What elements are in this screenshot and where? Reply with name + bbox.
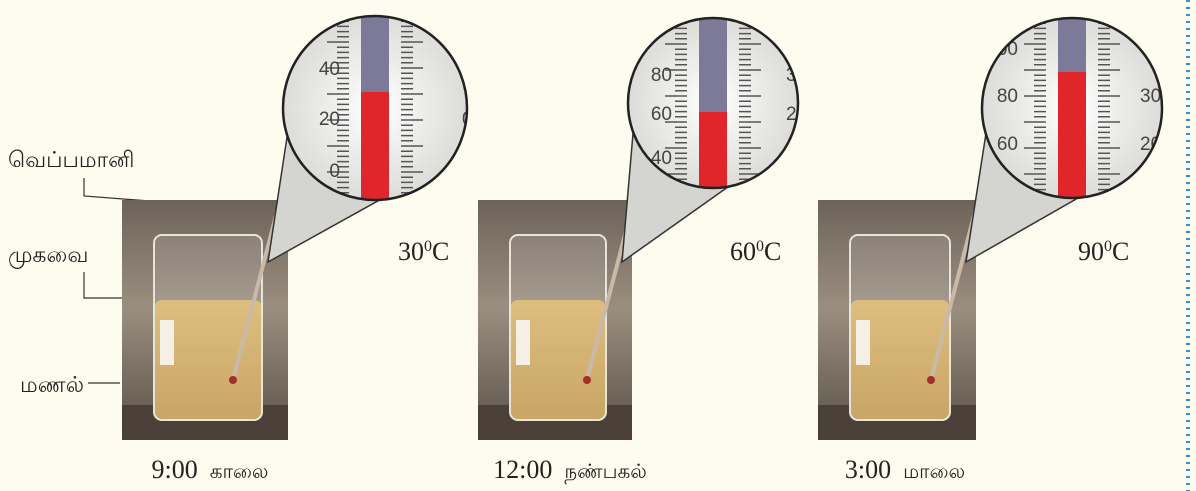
scale-label: 30 [1140, 86, 1161, 107]
time: 9:00 காலை [151, 455, 268, 484]
time-period: மாலை [903, 459, 965, 483]
label-patch [516, 320, 530, 365]
temp-unit: C [432, 237, 449, 266]
scale-label: 20 [319, 109, 340, 130]
time: 3:00 மாலை [845, 455, 965, 484]
temp-number: 30 [398, 237, 424, 266]
label-patch [856, 320, 870, 365]
temp-degree: 0 [424, 238, 432, 255]
bulb [583, 376, 591, 384]
photo [478, 200, 632, 440]
time-clock: 3:00 [845, 455, 891, 484]
temp-degree: 0 [1104, 238, 1112, 255]
temp-unit: C [1112, 237, 1129, 266]
label-thermometer: வெப்பமானி [8, 148, 134, 173]
scale-label: 60 [997, 134, 1018, 155]
time: 12:00 நண்பகல் [493, 455, 647, 484]
temp-unit: C [764, 237, 781, 266]
photo [818, 200, 976, 440]
scale-label: 60 [651, 104, 672, 125]
mercury [1058, 72, 1086, 208]
bulb [229, 376, 237, 384]
time-clock: 9:00 [151, 455, 197, 484]
temperature: 300C [398, 237, 449, 266]
temperature: 900C [1078, 237, 1129, 266]
page: வெப்பமானி முகவை மணல் 4010200010300C9:00க… [0, 0, 1196, 491]
temp-number: 60 [730, 237, 756, 266]
time-period: காலை [210, 459, 269, 483]
photo [122, 200, 288, 440]
scale-label: 40 [319, 59, 340, 80]
mercury [361, 92, 389, 210]
label-sand: மணல் [20, 373, 84, 398]
temp-number: 90 [1078, 237, 1104, 266]
time-period: நண்பகல் [564, 459, 647, 484]
label-patch [160, 320, 174, 365]
time-clock: 12:00 [493, 455, 552, 484]
temperature: 600C [730, 237, 781, 266]
scale-label: 80 [651, 65, 672, 86]
label-beaker: முகவை [8, 243, 88, 269]
scale-label: 80 [997, 86, 1018, 107]
mercury [699, 112, 727, 198]
bulb [927, 376, 935, 384]
temp-degree: 0 [756, 238, 764, 255]
scale-label: 0 [329, 161, 340, 182]
